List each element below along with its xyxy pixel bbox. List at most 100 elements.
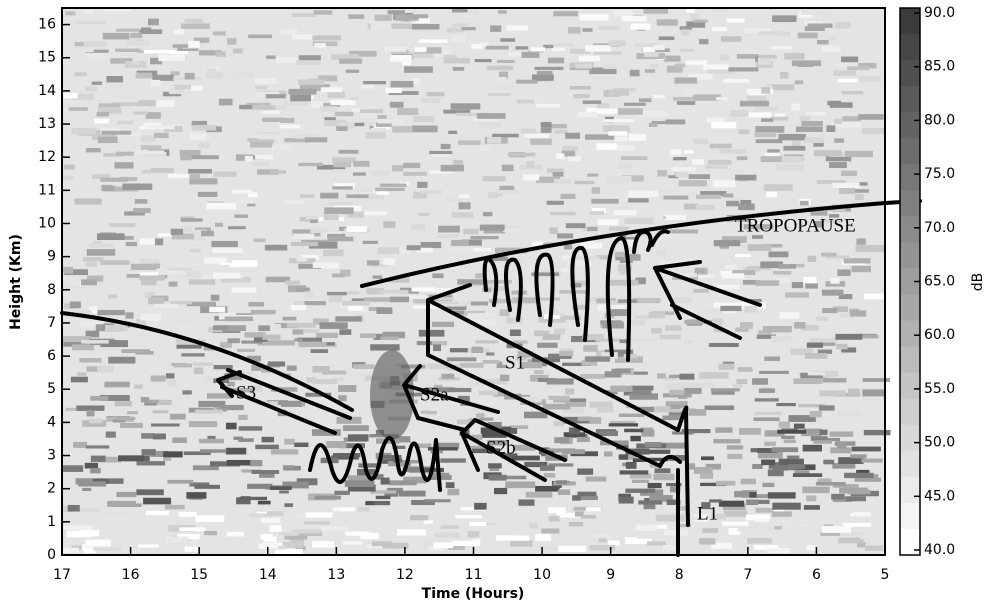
- texture-cell: [693, 139, 708, 145]
- texture-cell: [733, 384, 742, 387]
- texture-cell: [469, 9, 478, 15]
- texture-cell: [140, 272, 158, 275]
- texture-cell: [141, 397, 149, 402]
- y-tick-label: 4: [47, 414, 56, 430]
- texture-cell: [233, 437, 243, 440]
- texture-cell: [185, 19, 203, 23]
- texture-cell: [723, 194, 734, 198]
- texture-cell: [239, 426, 263, 430]
- texture-cell: [258, 501, 271, 505]
- texture-cell: [255, 445, 279, 449]
- texture-cell: [312, 379, 337, 384]
- texture-cell: [554, 179, 570, 184]
- texture-cell: [510, 330, 521, 336]
- texture-cell: [704, 314, 724, 318]
- texture-cell: [644, 52, 659, 57]
- texture-cell: [720, 306, 741, 311]
- texture-cell: [141, 433, 154, 439]
- texture-cell: [263, 335, 281, 340]
- texture-cell: [500, 186, 515, 190]
- texture-cell: [745, 112, 772, 117]
- y-tick-label: 5: [47, 381, 56, 397]
- texture-cell: [419, 39, 448, 43]
- texture-cell: [85, 540, 111, 546]
- texture-cell: [738, 204, 754, 211]
- texture-cell: [699, 372, 729, 378]
- texture-cell: [628, 191, 658, 198]
- texture-cell: [720, 55, 729, 61]
- texture-cell: [548, 507, 566, 513]
- texture-cell: [864, 430, 891, 435]
- texture-cell: [822, 308, 837, 313]
- texture-cell: [452, 541, 480, 546]
- texture-cell: [410, 295, 429, 299]
- texture-cell: [365, 501, 374, 505]
- texture-cell: [805, 353, 827, 359]
- texture-cell: [232, 260, 257, 267]
- texture-cell: [785, 292, 809, 297]
- texture-cell: [410, 515, 428, 520]
- texture-cell: [228, 338, 240, 343]
- texture-cell: [184, 226, 192, 232]
- texture-cell: [583, 345, 597, 352]
- texture-cell: [414, 47, 426, 52]
- texture-cell: [441, 165, 464, 172]
- texture-cell: [806, 545, 815, 550]
- texture-cell: [76, 405, 104, 410]
- texture-cell: [412, 24, 440, 30]
- texture-cell: [853, 512, 871, 517]
- colorbar-label: dB: [970, 273, 986, 292]
- texture-cell: [565, 133, 580, 139]
- texture-cell: [346, 194, 368, 198]
- texture-cell: [329, 202, 353, 205]
- texture-cell: [459, 195, 469, 198]
- texture-cell: [794, 424, 805, 429]
- texture-cell: [724, 511, 747, 517]
- texture-cell: [391, 24, 411, 29]
- texture-cell: [287, 323, 316, 328]
- texture-cell: [247, 484, 272, 489]
- texture-cell: [346, 70, 359, 73]
- texture-cell: [619, 413, 644, 416]
- texture-cell: [192, 155, 219, 159]
- texture-cell: [137, 461, 166, 465]
- texture-cell: [362, 84, 375, 88]
- texture-cell: [801, 121, 823, 126]
- texture-cell: [719, 501, 744, 507]
- texture-cell: [306, 216, 319, 220]
- colorbar-step: [900, 138, 920, 165]
- texture-cell: [585, 45, 611, 51]
- y-tick-label: 12: [38, 149, 56, 165]
- texture-cell: [168, 174, 189, 178]
- texture-cell: [83, 257, 103, 262]
- texture-cell: [296, 60, 321, 65]
- texture-cell: [801, 8, 827, 15]
- x-tick-label: 13: [327, 567, 345, 583]
- texture-cell: [554, 437, 569, 443]
- texture-cell: [388, 10, 405, 14]
- texture-cell: [142, 170, 152, 174]
- texture-cell: [614, 137, 627, 141]
- texture-cell: [694, 467, 713, 474]
- texture-cell: [589, 417, 601, 424]
- texture-cell: [579, 496, 598, 500]
- texture-cell: [272, 145, 291, 150]
- texture-cell: [605, 176, 631, 183]
- texture-cell: [696, 195, 721, 199]
- texture-cell: [609, 423, 638, 426]
- texture-cell: [207, 393, 231, 398]
- colorbar-tick-label: 70.0: [924, 220, 955, 236]
- texture-cell: [521, 129, 536, 134]
- texture-cell: [261, 534, 273, 539]
- texture-cell: [358, 507, 369, 511]
- texture-cell: [193, 362, 213, 365]
- texture-cell: [681, 29, 689, 35]
- texture-cell: [451, 36, 465, 42]
- texture-cell: [752, 378, 768, 385]
- y-tick-label: 13: [38, 116, 56, 132]
- texture-cell: [413, 299, 427, 303]
- texture-cell: [270, 486, 292, 490]
- texture-cell: [324, 215, 339, 221]
- texture-cell: [189, 541, 198, 545]
- texture-cell: [784, 53, 804, 59]
